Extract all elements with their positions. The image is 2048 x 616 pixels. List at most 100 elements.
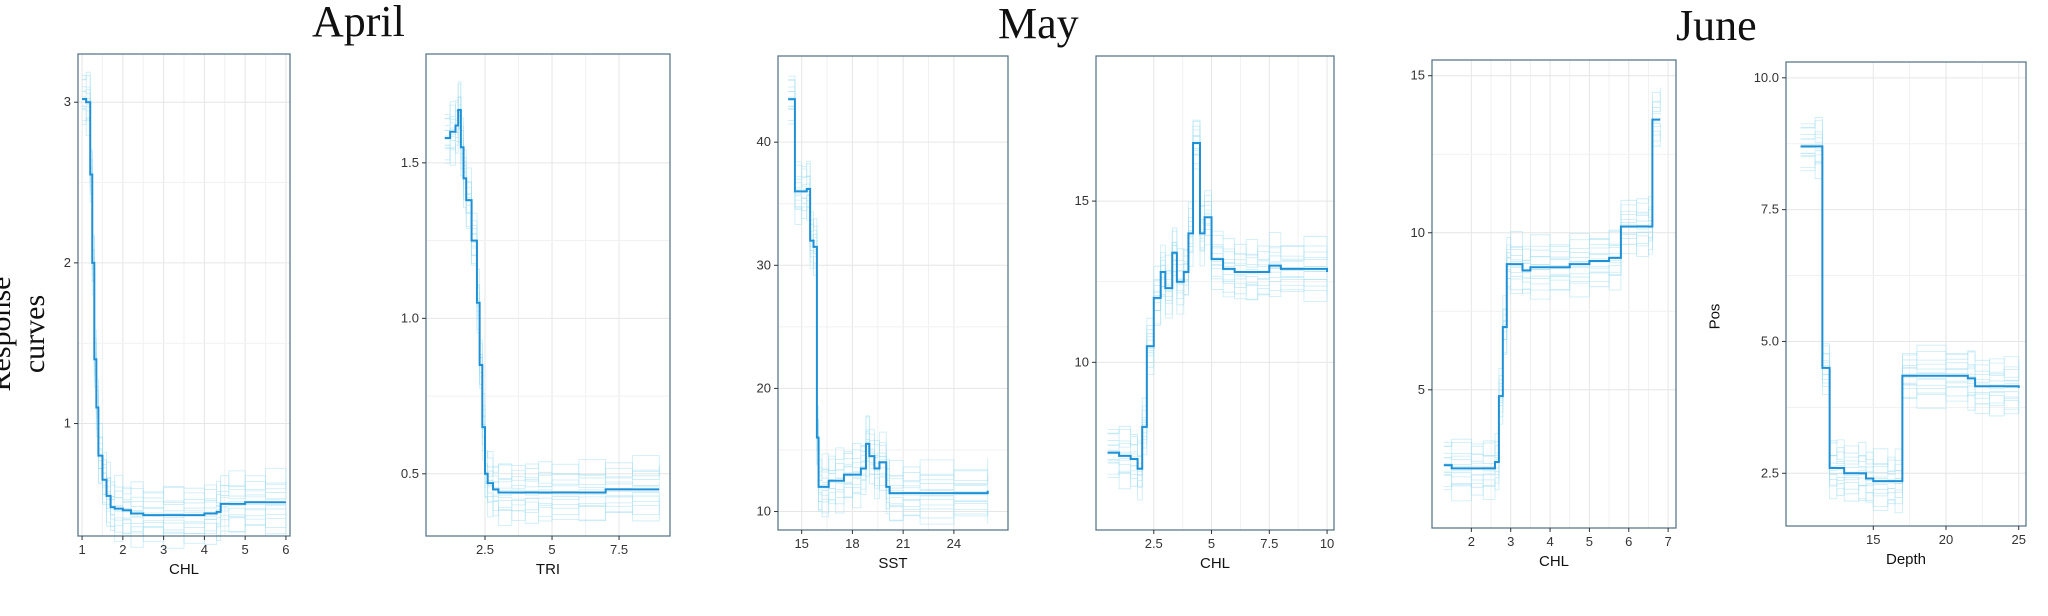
- response-curve-line: [82, 97, 286, 517]
- replicate-curve: [1443, 130, 1661, 488]
- replicate-curve: [1107, 148, 1328, 487]
- replicate-curve: [788, 91, 989, 490]
- replicate-curve: [1443, 123, 1661, 481]
- replicate-curve: [1107, 143, 1328, 472]
- x-tick-label: 7: [1665, 534, 1672, 549]
- replicate-curve: [1107, 135, 1328, 465]
- x-tick-label: 24: [947, 536, 961, 551]
- y-tick-label: 0.5: [401, 466, 419, 481]
- plot-frame: [77, 53, 291, 537]
- replicate-curve: [1107, 136, 1328, 457]
- plot-frame: [1095, 55, 1335, 531]
- replicate-curve: [1443, 91, 1661, 455]
- x-tick-label: 10: [1320, 536, 1334, 551]
- replicate-curve: [1107, 129, 1328, 457]
- y-tick-label: 30: [757, 257, 771, 272]
- response-curve-line: [1800, 145, 2020, 483]
- plot-frame: [425, 53, 671, 537]
- x-axis-label: CHL: [1200, 555, 1230, 572]
- replicate-curve: [788, 79, 989, 482]
- plot-area: [1432, 60, 1676, 528]
- plot-frame: [1785, 61, 2027, 527]
- y-tick-label: 10.0: [1754, 70, 1779, 85]
- replicate-curve: [1443, 87, 1661, 447]
- replicate-curve: [1800, 160, 2020, 505]
- y-tick-label: 20: [757, 380, 771, 395]
- replicate-curve: [1443, 102, 1661, 457]
- x-tick-label: 2: [1468, 534, 1475, 549]
- x-tick-label: 3: [160, 542, 167, 557]
- replicate-curve: [788, 91, 989, 486]
- plot-area: [1786, 62, 2026, 526]
- replicate-curve: [1107, 168, 1328, 487]
- plot-area: [78, 54, 290, 549]
- replicate-curve: [1107, 120, 1328, 444]
- y-axis-label-response-curves: Response curves: [0, 276, 51, 392]
- x-tick-label: 7.5: [1260, 536, 1278, 551]
- y-tick-label: 5: [1418, 382, 1425, 397]
- y-tick-label: 7.5: [1761, 202, 1779, 217]
- x-axis-label: CHL: [169, 561, 199, 578]
- month-title-june: June: [1676, 1, 1757, 50]
- panel-june-chl: 2 3 4 5 6 7 5 10 15 CHL: [1411, 59, 1677, 570]
- x-tick-label: 4: [201, 542, 208, 557]
- month-title-april: April: [312, 0, 405, 46]
- x-tick-label: 15: [794, 536, 808, 551]
- y-tick-label: 2: [64, 255, 71, 270]
- x-tick-label: 25: [2011, 532, 2025, 547]
- x-tick-label: 15: [1866, 532, 1880, 547]
- y-tick-label: 10: [1411, 225, 1425, 240]
- replicate-curve: [1107, 149, 1328, 475]
- x-tick-label: 6: [282, 542, 289, 557]
- replicate-curve: [1107, 163, 1328, 488]
- replicate-curve: [1443, 123, 1661, 476]
- x-tick-label: 5: [548, 542, 555, 557]
- x-axis-label: TRI: [536, 561, 560, 578]
- y-tick-label: 15: [1411, 68, 1425, 83]
- response-curve-line: [1443, 118, 1661, 470]
- x-tick-label: 5: [1586, 534, 1593, 549]
- x-tick-label: 5: [242, 542, 249, 557]
- y-tick-label: 15: [1075, 193, 1089, 208]
- replicate-curve: [1107, 154, 1328, 501]
- x-tick-label: 3: [1507, 534, 1514, 549]
- x-tick-label: 5: [1208, 536, 1215, 551]
- x-tick-label: 6: [1625, 534, 1632, 549]
- replicate-curve: [788, 99, 989, 496]
- plot-frame: [777, 55, 1009, 531]
- x-tick-label: 4: [1546, 534, 1553, 549]
- x-tick-label: 7.5: [610, 542, 628, 557]
- y-tick-label: 40: [757, 134, 771, 149]
- plot-frame: [1431, 59, 1677, 529]
- x-tick-label: 2.5: [1145, 536, 1163, 551]
- replicate-curve: [1800, 150, 2020, 490]
- plot-area: [426, 54, 670, 536]
- x-axis-label: Depth: [1886, 551, 1926, 568]
- panel-may-sst: 15 18 21 24 10 20 30 40 SST: [757, 55, 1009, 572]
- replicate-curve: [1443, 107, 1661, 464]
- replicate-curve: [1107, 140, 1328, 468]
- x-tick-label: 2.5: [476, 542, 494, 557]
- x-tick-label: 1: [78, 542, 85, 557]
- panel-april-tri: 2.5 5 7.5 0.5 1.0 1.5 TRI: [401, 53, 671, 578]
- x-tick-label: 18: [845, 536, 859, 551]
- y-tick-label: 10: [1075, 354, 1089, 369]
- y-tick-label: 2.5: [1761, 465, 1779, 480]
- response-curve-line: [788, 98, 989, 495]
- y-tick-label: 5.0: [1761, 333, 1779, 348]
- x-axis-label: CHL: [1539, 553, 1569, 570]
- replicate-curve: [788, 79, 989, 480]
- plot-area: [778, 56, 1008, 530]
- response-curve-line: [444, 108, 660, 494]
- x-tick-label: 2: [119, 542, 126, 557]
- y-tick-label: 10: [757, 504, 771, 519]
- y-axis-label-pos: Pos: [1706, 303, 1724, 330]
- panel-june-depth: 15 20 25 2.5 5.0 7.5 10.0 Depth: [1754, 61, 2027, 568]
- replicate-curve: [1443, 130, 1661, 496]
- x-tick-label: 21: [896, 536, 910, 551]
- x-tick-label: 20: [1939, 532, 1953, 547]
- replicate-curve: [1443, 101, 1661, 461]
- y-tick-label: 1.5: [401, 155, 419, 170]
- replicate-curve: [1443, 117, 1661, 468]
- replicate-curve: [788, 86, 989, 489]
